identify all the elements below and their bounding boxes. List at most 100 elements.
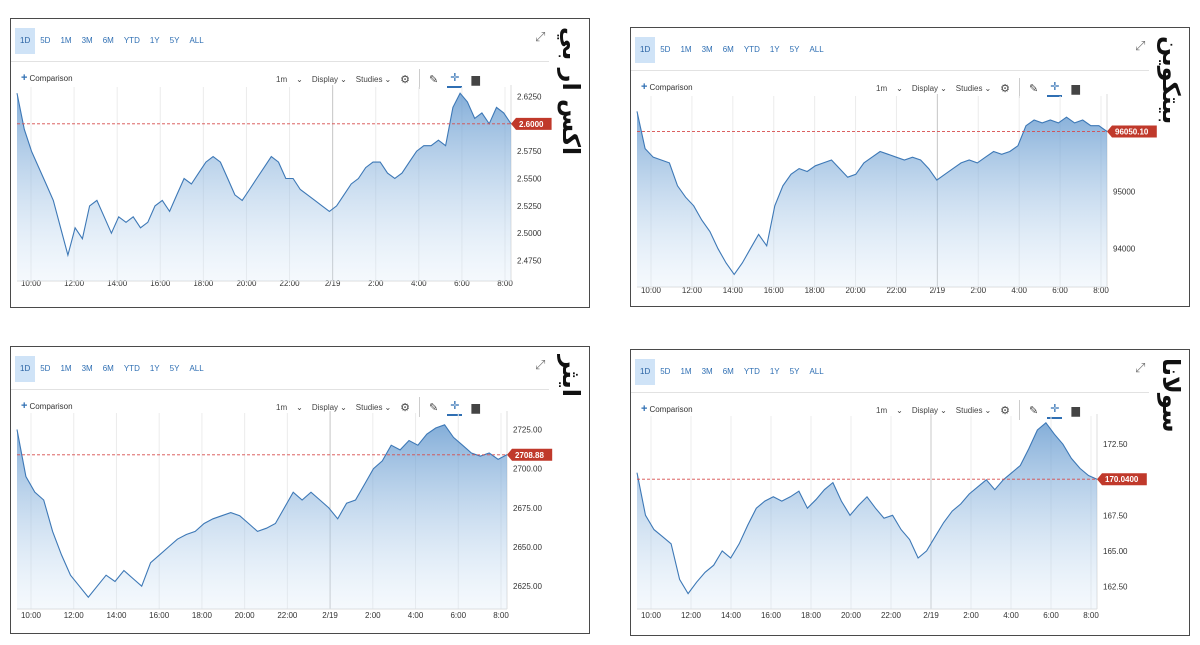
comparison-button[interactable]: + Comparison — [21, 400, 73, 412]
comment-icon[interactable]: ▆ — [1071, 82, 1080, 95]
x-tick-label: 2:00 — [368, 279, 384, 288]
comment-icon[interactable]: ▆ — [471, 401, 480, 414]
range-tab-1m[interactable]: 1M — [680, 367, 692, 376]
studies-menu[interactable]: Studies — [955, 405, 983, 415]
x-tick-label: 12:00 — [64, 279, 85, 288]
range-tab-6m[interactable]: 6M — [102, 364, 114, 373]
chart-panel-solana: سولانا 1D 5D 1M 3M 6M YTD 1Y 5Y ALL ⤢ + Comparison 1m… — [630, 349, 1190, 636]
display-menu[interactable]: Display — [311, 402, 339, 412]
x-tick-label: 12:00 — [682, 286, 703, 295]
range-tab-5y[interactable]: 5Y — [789, 45, 800, 54]
price-line — [16, 424, 508, 599]
range-tab-5y[interactable]: 5Y — [789, 367, 800, 376]
chevron-down-icon: ⌄ — [340, 74, 347, 84]
range-tab-ytd[interactable]: YTD — [123, 364, 140, 373]
y-tick-label: 162.50 — [1103, 583, 1128, 592]
settings-gear-icon[interactable]: ⚙ — [1000, 404, 1011, 417]
expand-icon[interactable]: ⤢ — [1135, 38, 1146, 53]
range-tab-5y[interactable]: 5Y — [169, 364, 180, 373]
x-tick-label: 14:00 — [107, 279, 128, 288]
range-tab-1d[interactable]: 1D — [15, 28, 36, 54]
x-tick-label: 22:00 — [881, 611, 902, 620]
interval-select[interactable]: 1m — [276, 74, 288, 84]
expand-icon[interactable]: ⤢ — [535, 357, 546, 372]
crosshair-icon[interactable]: ✛ — [1047, 402, 1063, 419]
range-tab-1d[interactable]: 1D — [15, 356, 36, 382]
range-tab-5d[interactable]: 5D — [660, 45, 671, 54]
range-tab-6m[interactable]: 6M — [722, 367, 734, 376]
settings-gear-icon[interactable]: ⚙ — [1000, 82, 1011, 95]
range-tab-all[interactable]: ALL — [189, 364, 204, 373]
header-divider — [631, 70, 1149, 71]
range-tab-3m[interactable]: 3M — [81, 36, 93, 45]
crosshair-icon[interactable]: ✛ — [1047, 80, 1063, 97]
price-area-fill — [637, 422, 1097, 609]
range-tab-5d[interactable]: 5D — [40, 36, 51, 45]
chart-panel-ether: ايثر 1D 5D 1M 3M 6M YTD 1Y 5Y ALL ⤢ + Comparison 1m ⌄ D… — [10, 346, 590, 634]
range-tab-3m[interactable]: 3M — [81, 364, 93, 373]
draw-pencil-icon[interactable]: ✎ — [1029, 82, 1039, 95]
range-tab-1y[interactable]: 1Y — [149, 36, 160, 45]
price-chart: 10:00 12:00 14:00 16:00 18:00 20:00 22:00 2/19 2… — [636, 94, 1157, 295]
range-tab-1m[interactable]: 1M — [60, 364, 72, 373]
display-menu[interactable]: Display — [311, 74, 339, 84]
range-tab-1m[interactable]: 1M — [680, 45, 692, 54]
toolbar-divider — [1019, 78, 1021, 98]
range-tab-ytd[interactable]: YTD — [743, 367, 760, 376]
range-tab-ytd[interactable]: YTD — [123, 36, 140, 45]
range-tab-1y[interactable]: 1Y — [769, 367, 780, 376]
range-tabs: 1D 5D 1M 3M 6M YTD 1Y 5Y ALL — [15, 27, 209, 55]
range-tab-5d[interactable]: 5D — [40, 364, 51, 373]
y-tick-label: 2675.00 — [513, 504, 542, 513]
display-menu[interactable]: Display — [911, 405, 939, 415]
range-tab-5y[interactable]: 5Y — [169, 36, 180, 45]
crosshair-icon[interactable]: ✛ — [447, 399, 463, 416]
range-tab-all[interactable]: ALL — [809, 367, 824, 376]
comment-icon[interactable]: ▆ — [471, 73, 480, 86]
range-tab-6m[interactable]: 6M — [722, 45, 734, 54]
chevron-down-icon: ⌄ — [296, 402, 303, 412]
crosshair-icon[interactable]: ✛ — [447, 71, 463, 88]
chart-toolbar: 1m ⌄ Display ⌄ Studies ⌄ ⚙ ✎ ✛ ▆ — [867, 78, 1080, 98]
settings-gear-icon[interactable]: ⚙ — [400, 73, 411, 86]
expand-icon[interactable]: ⤢ — [1135, 360, 1146, 375]
settings-gear-icon[interactable]: ⚙ — [400, 401, 411, 414]
studies-menu[interactable]: Studies — [355, 402, 383, 412]
display-menu[interactable]: Display — [911, 83, 939, 93]
x-tick-label: 20:00 — [236, 279, 257, 288]
range-tab-3m[interactable]: 3M — [701, 367, 713, 376]
comparison-button[interactable]: + Comparison — [641, 81, 693, 93]
draw-pencil-icon[interactable]: ✎ — [429, 401, 439, 414]
price-area-fill — [17, 424, 507, 609]
expand-icon[interactable]: ⤢ — [535, 29, 546, 44]
range-tab-ytd[interactable]: YTD — [743, 45, 760, 54]
x-tick-label: 16:00 — [764, 286, 785, 295]
range-tab-all[interactable]: ALL — [189, 36, 204, 45]
x-tick-label: 2/19 — [325, 279, 341, 288]
comparison-button[interactable]: + Comparison — [641, 403, 693, 415]
x-tick-label: 2/19 — [923, 611, 939, 620]
draw-pencil-icon[interactable]: ✎ — [429, 73, 439, 86]
range-tab-3m[interactable]: 3M — [701, 45, 713, 54]
chart-toolbar: 1m ⌄ Display ⌄ Studies ⌄ ⚙ ✎ ✛ ▆ — [267, 69, 480, 89]
comment-icon[interactable]: ▆ — [1071, 404, 1080, 417]
current-price-badge — [507, 448, 553, 461]
range-tab-1d[interactable]: 1D — [635, 359, 656, 385]
studies-menu[interactable]: Studies — [955, 83, 983, 93]
range-tab-5d[interactable]: 5D — [660, 367, 671, 376]
current-price-label: 170.0400 — [1105, 475, 1139, 484]
interval-select[interactable]: 1m — [876, 405, 888, 415]
comparison-button[interactable]: + Comparison — [21, 72, 73, 84]
range-tab-all[interactable]: ALL — [809, 45, 824, 54]
range-tab-1m[interactable]: 1M — [60, 36, 72, 45]
range-tab-1y[interactable]: 1Y — [149, 364, 160, 373]
toolbar-divider — [419, 69, 421, 89]
range-tab-6m[interactable]: 6M — [102, 36, 114, 45]
interval-select[interactable]: 1m — [876, 83, 888, 93]
range-tab-1y[interactable]: 1Y — [769, 45, 780, 54]
price-area-fill — [17, 93, 511, 281]
draw-pencil-icon[interactable]: ✎ — [1029, 404, 1039, 417]
studies-menu[interactable]: Studies — [355, 74, 383, 84]
interval-select[interactable]: 1m — [276, 402, 288, 412]
range-tab-1d[interactable]: 1D — [635, 37, 656, 63]
